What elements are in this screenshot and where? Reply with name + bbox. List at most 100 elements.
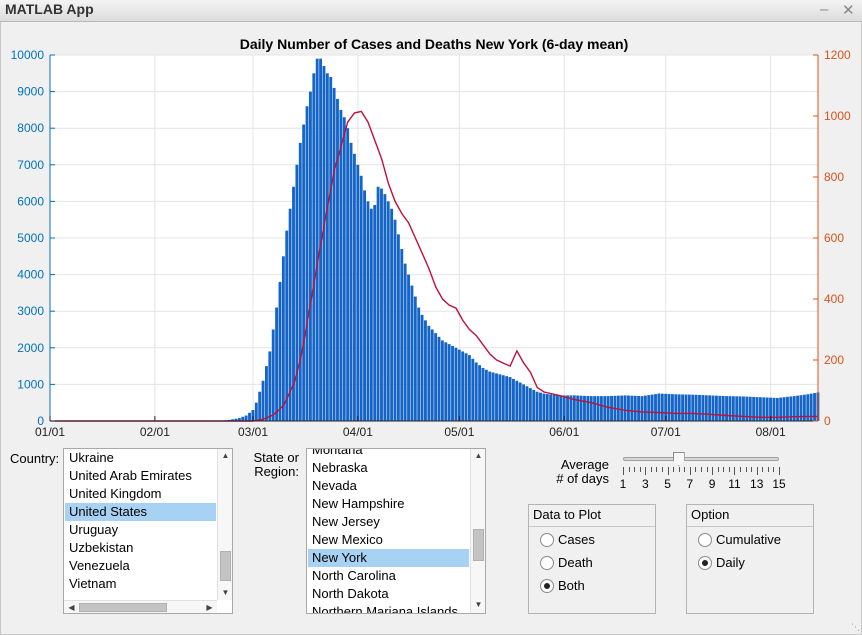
slider-tick — [756, 467, 758, 475]
slider-tick — [734, 467, 736, 475]
slider-tick — [678, 467, 680, 472]
case-bar — [231, 419, 235, 421]
case-bar — [670, 394, 674, 421]
case-bar — [434, 333, 438, 421]
daily-radio[interactable] — [698, 556, 712, 570]
case-bar — [620, 395, 624, 421]
case-bar — [802, 394, 806, 421]
case-bar — [684, 394, 688, 421]
region-vscrollbar[interactable]: ▲ ▼ — [470, 449, 485, 613]
country-list-item[interactable]: United States — [65, 503, 216, 521]
case-bar — [349, 142, 353, 421]
country-list-item[interactable]: Ukraine — [69, 450, 114, 465]
case-bar — [275, 307, 279, 421]
country-list-item[interactable]: United Arab Emirates — [69, 468, 192, 483]
country-hscroll-thumb[interactable] — [79, 603, 167, 612]
case-bar — [302, 124, 306, 421]
case-bar — [363, 190, 366, 421]
case-bar — [623, 395, 627, 421]
region-listbox[interactable]: Northern Mariana Islands North Dakota Nort… — [306, 448, 486, 614]
slider-tick — [706, 467, 708, 472]
scroll-down-icon[interactable]: ▼ — [221, 588, 230, 597]
average-label-line1: Average — [560, 457, 609, 472]
both-radio-label[interactable]: Both — [558, 578, 585, 593]
case-bar — [484, 369, 488, 421]
region-list-item[interactable]: Montana — [312, 448, 363, 457]
scroll-up-icon[interactable]: ▲ — [221, 451, 230, 460]
case-bar — [698, 394, 701, 421]
case-bar — [674, 394, 678, 421]
case-bar — [522, 384, 526, 421]
close-icon[interactable]: ✕ — [842, 2, 855, 19]
scroll-left-icon[interactable]: ◀ — [68, 603, 75, 612]
case-bar — [738, 396, 742, 421]
country-list-item[interactable]: Vietnam — [69, 576, 117, 591]
option-title: Option — [687, 505, 813, 527]
country-list-item[interactable]: Venezuela — [69, 558, 130, 573]
cumulative-radio-label[interactable]: Cumulative — [716, 532, 782, 547]
case-bar — [762, 397, 766, 421]
case-bar — [420, 314, 424, 421]
country-listbox[interactable]: Vietnam Venezuela Uzbekistan Uruguay United … — [63, 448, 233, 614]
case-bar — [752, 396, 756, 421]
cases-radio[interactable] — [540, 533, 554, 547]
case-bar — [660, 393, 664, 421]
both-radio[interactable] — [540, 579, 554, 593]
death-radio-label[interactable]: Death — [558, 555, 593, 570]
minimize-icon[interactable]: – — [820, 1, 829, 18]
case-bar — [525, 386, 529, 421]
x-axis-tick-label: 04/01 — [343, 425, 373, 439]
country-vscroll-thumb[interactable] — [220, 551, 231, 581]
case-bar — [447, 344, 451, 421]
country-list-item[interactable]: Uzbekistan — [69, 540, 134, 555]
region-vscroll-thumb[interactable] — [473, 529, 484, 561]
average-slider-track[interactable] — [623, 457, 779, 461]
slider-tick-label: 9 — [708, 477, 716, 491]
case-bar — [268, 351, 272, 421]
scroll-down-icon[interactable]: ▼ — [474, 600, 483, 609]
cumulative-radio[interactable] — [698, 533, 712, 547]
country-vscrollbar[interactable]: ▲ ▼ — [217, 449, 232, 600]
cases-radio-label[interactable]: Cases — [558, 532, 595, 547]
average-slider-thumb[interactable] — [672, 452, 685, 466]
case-bar — [319, 58, 323, 421]
case-bar — [637, 395, 641, 421]
case-bar — [244, 415, 248, 421]
scroll-right-icon[interactable]: ▶ — [206, 603, 213, 612]
region-list-item[interactable]: North Dakota — [312, 586, 389, 601]
x-axis-tick-label: 07/01 — [651, 425, 681, 439]
case-bar — [549, 394, 553, 421]
case-bar — [799, 395, 803, 421]
case-bar — [711, 395, 715, 421]
case-bar — [359, 175, 363, 421]
case-bar — [254, 402, 258, 421]
region-list-item[interactable]: Nebraska — [312, 460, 368, 475]
case-bar — [329, 76, 333, 422]
region-list-item[interactable]: Nevada — [312, 478, 357, 493]
region-list-item[interactable]: New Hampshire — [312, 496, 405, 511]
region-list-item[interactable]: New Mexico — [312, 532, 383, 547]
country-list-item[interactable]: Uruguay — [69, 522, 119, 537]
case-bar — [593, 396, 597, 421]
region-list-item[interactable]: New Jersey — [312, 514, 380, 529]
case-bar — [295, 164, 299, 422]
resize-grip-icon[interactable]: ⋱ — [851, 622, 860, 632]
case-bar — [532, 389, 536, 421]
death-radio[interactable] — [540, 556, 554, 570]
region-list-item[interactable]: New York — [308, 549, 469, 567]
x-axis-tick-label: 02/01 — [140, 425, 170, 439]
slider-tick — [634, 467, 636, 472]
slider-tick — [662, 467, 663, 472]
region-list-item[interactable]: Northern Mariana Islands — [312, 604, 458, 614]
case-bar — [471, 358, 475, 421]
daily-radio-label[interactable]: Daily — [716, 555, 745, 570]
country-list-item[interactable]: United Kingdom — [69, 486, 162, 501]
scroll-up-icon[interactable]: ▲ — [474, 451, 483, 460]
country-label: Country: — [10, 451, 60, 466]
case-bar — [735, 396, 739, 421]
case-bar — [413, 296, 417, 421]
slider-tick — [628, 467, 630, 472]
slider-tick-label: 1 — [619, 477, 627, 491]
country-hscrollbar[interactable]: ◀ ▶ — [64, 600, 217, 613]
region-list-item[interactable]: North Carolina — [312, 568, 396, 583]
